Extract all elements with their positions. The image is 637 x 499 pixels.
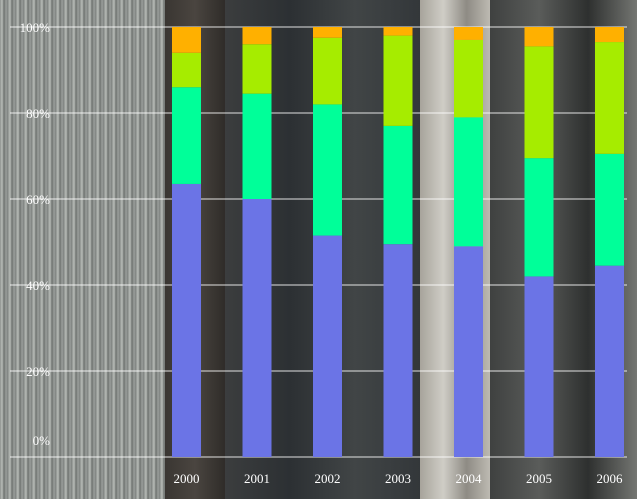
bar-segment-2001-s4 <box>242 27 272 45</box>
bar-segment-2006-s4 <box>595 27 624 43</box>
bar-segment-2005-s1 <box>524 276 554 457</box>
x-tick-label-2002: 2002 <box>315 471 341 486</box>
bars <box>172 27 624 457</box>
bar-segment-2001-s2 <box>242 93 272 199</box>
bar-segment-2000-s1 <box>172 183 201 457</box>
y-tick-label-80: 80% <box>26 106 50 121</box>
x-tick-label-2001: 2001 <box>244 471 270 486</box>
bar-segment-2003-s4 <box>383 27 413 36</box>
x-axis-tick-labels: 2000 2001 2002 2003 2004 2005 2006 <box>174 471 624 486</box>
bar-segment-2000-s4 <box>172 27 201 53</box>
bar-segment-2003-s1 <box>383 244 413 457</box>
bar-segment-2000-s3 <box>172 52 201 88</box>
x-tick-label-2003: 2003 <box>385 471 411 486</box>
bar-segment-2006-s1 <box>595 265 624 457</box>
bar-segment-2005-s4 <box>524 27 554 47</box>
bar-segment-2002-s1 <box>313 235 342 457</box>
bar-segment-2002-s2 <box>313 104 342 236</box>
bar-segment-2004-s3 <box>454 39 483 118</box>
y-tick-label-20: 20% <box>26 364 50 379</box>
bar-segment-2006-s3 <box>595 42 624 154</box>
bar-segment-2004-s4 <box>454 27 483 40</box>
y-tick-label-100: 100% <box>20 20 51 35</box>
bar-segment-2003-s3 <box>383 35 413 126</box>
x-tick-label-2006: 2006 <box>597 471 624 486</box>
bar-segment-2001-s3 <box>242 44 272 94</box>
y-tick-label-60: 60% <box>26 192 50 207</box>
bar-segment-2004-s1 <box>454 246 483 457</box>
x-tick-label-2005: 2005 <box>526 471 552 486</box>
x-tick-label-2004: 2004 <box>456 471 483 486</box>
bar-segment-2005-s3 <box>524 46 554 159</box>
bar-segment-2005-s2 <box>524 158 554 277</box>
bar-segment-2004-s2 <box>454 117 483 247</box>
y-tick-label-40: 40% <box>26 278 50 293</box>
bar-segment-2006-s2 <box>595 153 624 266</box>
bar-segment-2003-s2 <box>383 125 413 245</box>
bar-segment-2002-s4 <box>313 27 342 38</box>
x-tick-label-2000: 2000 <box>174 471 200 486</box>
y-tick-label-0: 0% <box>33 433 51 448</box>
bar-segment-2002-s3 <box>313 37 342 105</box>
y-axis-tick-labels: 0% 20% 40% 60% 80% 100% <box>20 20 51 448</box>
bar-segment-2000-s2 <box>172 87 201 184</box>
bar-segment-2001-s1 <box>242 199 272 457</box>
